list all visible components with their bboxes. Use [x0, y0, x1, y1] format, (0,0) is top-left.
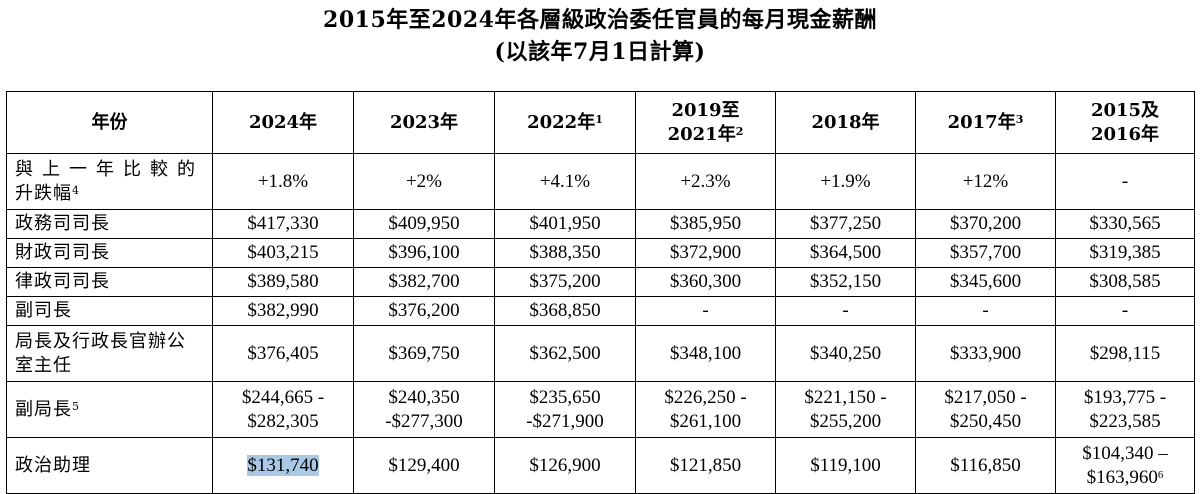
table-cell: $409,950 [353, 209, 495, 239]
table-cell: +2% [353, 153, 495, 210]
footnote-marker: 6 [1157, 468, 1164, 481]
table-cell: $104,340 – $163,9606 [1055, 437, 1195, 494]
table-cell: $389,580 [212, 267, 354, 297]
table-cell: +12% [915, 153, 1056, 210]
table-row-change: 與上一年比較的 升跌幅4 +1.8% +2% +4.1% +2.3% +1.9% … [6, 153, 1195, 210]
table-cell: $372,900 [635, 238, 776, 268]
table-cell: $385,950 [635, 209, 776, 239]
table-cell: $121,850 [635, 437, 776, 494]
table-cell: $221,150 - $255,200 [775, 381, 916, 438]
row-label: 律政司司長 [6, 267, 213, 297]
table-cell: - [1055, 153, 1195, 210]
table-cell: $360,300 [635, 267, 776, 297]
table-row-directors: 局長及行政長官辦公 室主任 $376,405 $369,750 $362,500 … [6, 325, 1195, 382]
table-cell: $193,775 - $223,585 [1055, 381, 1195, 438]
table-row: 副司長 $382,990 $376,200 $368,850 - - - - [6, 296, 1195, 326]
footnote-marker: 2 [735, 124, 744, 138]
footnote-marker: 3 [1015, 112, 1024, 126]
table-row: 律政司司長 $389,580 $382,700 $375,200 $360,30… [6, 267, 1195, 297]
footnote-marker: 1 [595, 112, 603, 126]
table-cell: +2.3% [635, 153, 776, 210]
text-selection-highlight[interactable]: $131,740 [247, 454, 319, 476]
footnote-marker: 4 [72, 183, 80, 197]
title-line-2: (以該年7月1日計算) [494, 39, 706, 65]
table-cell: $375,200 [494, 267, 636, 297]
row-label: 財政司司長 [6, 238, 213, 268]
row-label-political-assistant: 政治助理 [6, 437, 213, 494]
table-cell: $348,100 [635, 325, 776, 382]
table-cell: $319,385 [1055, 238, 1195, 268]
table-cell: $298,115 [1055, 325, 1195, 382]
row-label: 副司長 [6, 296, 213, 326]
table-cell: $368,850 [494, 296, 636, 326]
table-cell: +4.1% [494, 153, 636, 210]
table-cell: $362,500 [494, 325, 636, 382]
document-title: 2015年至2024年各層級政治委任官員的每月現金薪酬 (以該年7月1日計算) [0, 4, 1200, 68]
footnote-marker: 5 [72, 399, 80, 413]
table-cell: +1.9% [775, 153, 916, 210]
table-cell: $217,050 - $250,450 [915, 381, 1056, 438]
table-row-under-secretary: 副局長5 $244,665 - $282,305 $240,350 -$277,30… [6, 381, 1195, 438]
table-cell: $369,750 [353, 325, 495, 382]
table-cell: $226,250 - $261,100 [635, 381, 776, 438]
table-cell: $401,950 [494, 209, 636, 239]
table-cell: $396,100 [353, 238, 495, 268]
table-cell: $376,405 [212, 325, 354, 382]
table-cell: $333,900 [915, 325, 1056, 382]
table-cell: $352,150 [775, 267, 916, 297]
table-cell: $388,350 [494, 238, 636, 268]
header-2023: 2023年 [353, 91, 495, 154]
table-cell: $235,650 -$271,900 [494, 381, 636, 438]
table-cell: $244,665 - $282,305 [212, 381, 354, 438]
table-cell: $126,900 [494, 437, 636, 494]
table-cell: $417,330 [212, 209, 354, 239]
row-label-change: 與上一年比較的 升跌幅4 [6, 153, 213, 210]
title-line-1: 2015年至2024年各層級政治委任官員的每月現金薪酬 [323, 7, 877, 33]
table-row: 財政司司長 $403,215 $396,100 $388,350 $372,90… [6, 238, 1195, 268]
header-2022: 2022年1 [494, 91, 636, 154]
header-2018: 2018年 [775, 91, 916, 154]
table-cell: - [775, 296, 916, 326]
table-row-political-assistant: 政治助理 $131,740 $129,400 $126,900 $121,850… [6, 437, 1195, 494]
table-cell: $376,200 [353, 296, 495, 326]
header-year-label: 年份 [6, 91, 213, 154]
row-label: 政務司司長 [6, 209, 213, 239]
table-cell: $403,215 [212, 238, 354, 268]
table-cell: - [635, 296, 776, 326]
table-cell: $129,400 [353, 437, 495, 494]
table-cell: $340,250 [775, 325, 916, 382]
table-cell: $330,565 [1055, 209, 1195, 239]
table-cell: $345,600 [915, 267, 1056, 297]
table-row: 政務司司長 $417,330 $409,950 $401,950 $385,95… [6, 209, 1195, 239]
header-2017: 2017年3 [915, 91, 1056, 154]
table-cell: $364,500 [775, 238, 916, 268]
table-cell: $308,585 [1055, 267, 1195, 297]
table-cell: $119,100 [775, 437, 916, 494]
table-cell: $357,700 [915, 238, 1056, 268]
table-cell: - [1055, 296, 1195, 326]
table-cell: $382,990 [212, 296, 354, 326]
header-2019-2021: 2019至 2021年2 [635, 91, 776, 154]
table-cell: $116,850 [915, 437, 1056, 494]
table-cell: - [915, 296, 1056, 326]
table-cell: $370,200 [915, 209, 1056, 239]
row-label-under-secretary: 副局長5 [6, 381, 213, 438]
table-cell: $377,250 [775, 209, 916, 239]
table-cell: +1.8% [212, 153, 354, 210]
header-row: 年份 2024年 2023年 2022年1 2019至 2021年2 2018年 … [6, 91, 1195, 154]
header-2015-2016: 2015及 2016年 [1055, 91, 1195, 154]
table-cell: $240,350 -$277,300 [353, 381, 495, 438]
table-cell: $382,700 [353, 267, 495, 297]
table-cell-selected[interactable]: $131,740 [212, 437, 354, 494]
row-label-directors: 局長及行政長官辦公 室主任 [6, 325, 213, 382]
header-2024: 2024年 [212, 91, 354, 154]
salary-table: 年份 2024年 2023年 2022年1 2019至 2021年2 2018年 … [6, 91, 1195, 494]
